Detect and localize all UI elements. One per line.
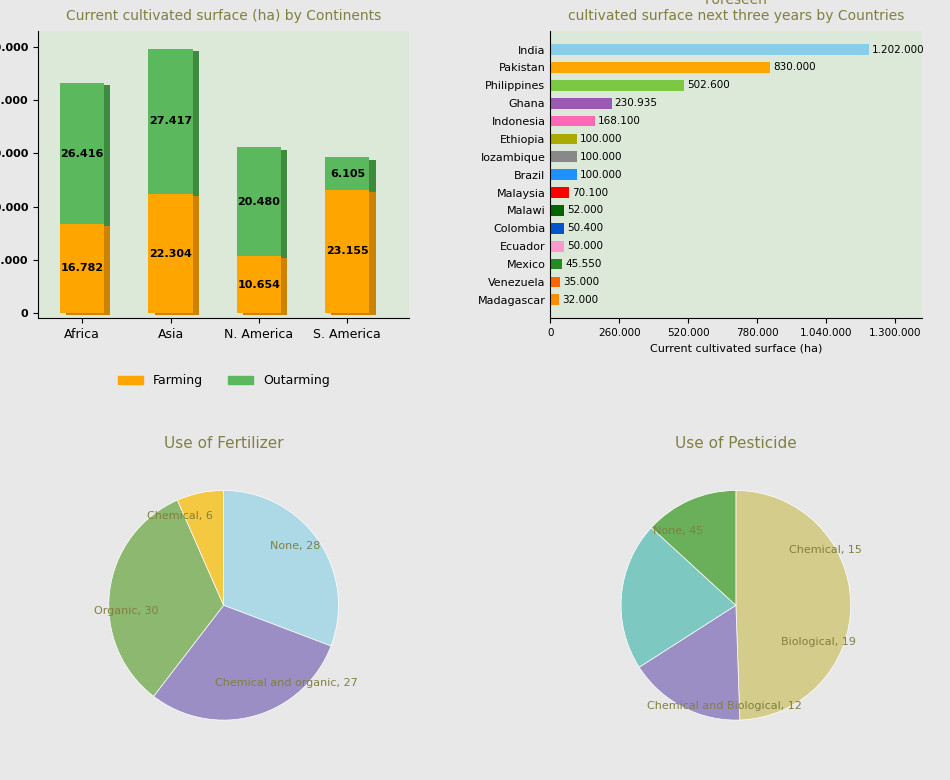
- Text: 830.000: 830.000: [773, 62, 816, 73]
- Text: Chemical and Biological, 12: Chemical and Biological, 12: [647, 701, 802, 711]
- Text: 45.550: 45.550: [565, 259, 602, 269]
- Bar: [550, 98, 612, 108]
- Bar: [325, 158, 370, 190]
- Wedge shape: [178, 491, 223, 605]
- Text: 52.000: 52.000: [567, 205, 603, 215]
- Text: 27.417: 27.417: [149, 116, 192, 126]
- Text: 35.000: 35.000: [562, 277, 598, 287]
- Bar: [550, 223, 563, 234]
- Bar: [237, 257, 281, 313]
- Text: 1.202.000: 1.202.000: [872, 44, 924, 55]
- Text: 26.416: 26.416: [61, 148, 104, 158]
- Bar: [325, 190, 370, 313]
- Text: 22.304: 22.304: [149, 249, 192, 259]
- Text: 100.000: 100.000: [580, 152, 622, 161]
- Wedge shape: [109, 500, 223, 697]
- Bar: [332, 192, 375, 315]
- Wedge shape: [621, 528, 736, 667]
- Bar: [550, 187, 569, 198]
- Bar: [66, 86, 110, 226]
- Wedge shape: [652, 491, 736, 605]
- Text: 50.400: 50.400: [567, 223, 603, 233]
- Bar: [243, 150, 287, 258]
- Text: Chemical, 15: Chemical, 15: [789, 545, 862, 555]
- Text: 230.935: 230.935: [615, 98, 657, 108]
- Title: Foreseen
cultivated surface next three years by Countries: Foreseen cultivated surface next three y…: [568, 0, 904, 23]
- Bar: [148, 194, 193, 313]
- Wedge shape: [736, 491, 850, 720]
- Bar: [155, 197, 199, 315]
- Bar: [550, 151, 577, 162]
- Bar: [550, 133, 577, 144]
- Wedge shape: [639, 605, 740, 720]
- Title: Use of Fertilizer: Use of Fertilizer: [163, 436, 283, 451]
- Legend: Farming, Outarming: Farming, Outarming: [113, 370, 334, 392]
- Text: Organic, 30: Organic, 30: [94, 606, 159, 616]
- Text: 32.000: 32.000: [562, 295, 598, 305]
- X-axis label: Current cultivated surface (ha): Current cultivated surface (ha): [650, 343, 822, 353]
- Text: 70.100: 70.100: [572, 188, 608, 197]
- Bar: [60, 83, 104, 224]
- Title: Use of Pesticide: Use of Pesticide: [675, 436, 797, 451]
- Text: 10.654: 10.654: [238, 279, 280, 289]
- Text: 23.155: 23.155: [326, 246, 369, 257]
- Bar: [550, 62, 770, 73]
- Bar: [550, 80, 684, 90]
- Text: 20.480: 20.480: [238, 197, 280, 207]
- Bar: [550, 277, 560, 287]
- Bar: [60, 224, 104, 313]
- Bar: [66, 226, 110, 315]
- Title: Current cultivated surface (ha) by Continents: Current cultivated surface (ha) by Conti…: [66, 9, 381, 23]
- Bar: [550, 259, 562, 269]
- Text: None, 45: None, 45: [654, 526, 704, 536]
- Bar: [550, 241, 563, 252]
- Text: 168.100: 168.100: [598, 116, 641, 126]
- Wedge shape: [223, 491, 338, 646]
- Bar: [148, 48, 193, 194]
- Text: 50.000: 50.000: [567, 241, 602, 251]
- Text: Biological, 19: Biological, 19: [781, 637, 856, 647]
- Text: 100.000: 100.000: [580, 134, 622, 144]
- Text: None, 28: None, 28: [270, 541, 320, 551]
- Text: 502.600: 502.600: [687, 80, 730, 90]
- Bar: [550, 44, 869, 55]
- Bar: [155, 51, 199, 197]
- Text: Chemical and organic, 27: Chemical and organic, 27: [216, 679, 358, 689]
- Bar: [237, 147, 281, 257]
- Bar: [550, 295, 559, 305]
- Text: 100.000: 100.000: [580, 170, 622, 179]
- Bar: [550, 115, 595, 126]
- Bar: [550, 169, 577, 180]
- Text: Chemical, 6: Chemical, 6: [147, 511, 213, 521]
- Bar: [550, 205, 564, 216]
- Bar: [243, 258, 287, 315]
- Bar: [332, 160, 375, 192]
- Text: 6.105: 6.105: [330, 168, 365, 179]
- Wedge shape: [154, 605, 331, 720]
- Text: 16.782: 16.782: [61, 264, 104, 273]
